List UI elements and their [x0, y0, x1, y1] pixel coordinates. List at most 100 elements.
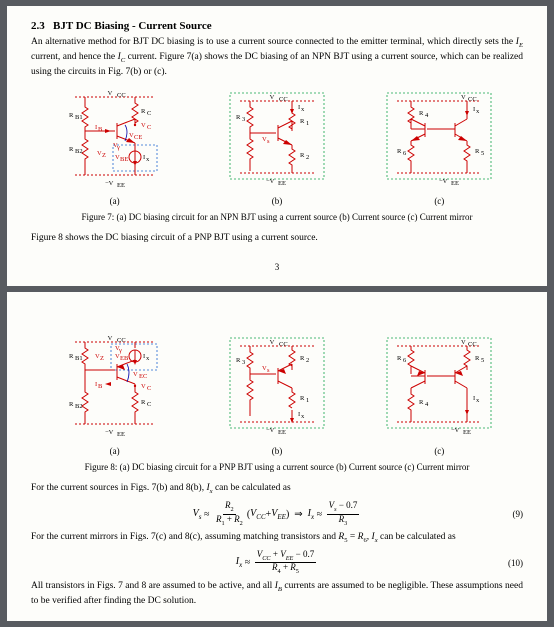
svg-text:2: 2 [306, 357, 309, 364]
svg-text:B: B [98, 383, 103, 390]
fig8a-label: (a) [55, 446, 175, 456]
svg-text:EE: EE [278, 429, 286, 436]
svg-text:I: I [143, 154, 145, 161]
svg-text:CC: CC [117, 337, 126, 344]
figure-8: VCC Ix VEB Vγ RB1 VZ [31, 334, 523, 456]
page-number: 3 [31, 262, 523, 272]
page-bottom: VCC Ix VEB Vγ RB1 VZ [7, 292, 547, 621]
svg-text:EC: EC [139, 373, 147, 380]
svg-text:V: V [461, 339, 466, 346]
svg-text:V: V [141, 122, 146, 129]
intro-paragraph: An alternative method for BJT DC biasing… [31, 36, 523, 79]
svg-text:C: C [147, 124, 151, 131]
svg-text:C: C [147, 385, 151, 392]
equation-9: Vs ≈ R2R1 + R2 (VCC + VEE) ⇒ Ix ≈ Vs − 0… [31, 501, 523, 527]
svg-text:R: R [141, 108, 146, 115]
svg-text:R: R [141, 399, 146, 406]
svg-text:CC: CC [279, 341, 288, 348]
fig8-caption: Figure 8: (a) DC biasing circuit for a P… [31, 462, 523, 472]
svg-text:I: I [95, 381, 97, 388]
svg-text:R: R [236, 357, 241, 364]
svg-text:CC: CC [279, 96, 288, 103]
svg-text:γ: γ [116, 144, 120, 151]
svg-text:CC: CC [117, 92, 126, 99]
svg-text:2: 2 [306, 154, 309, 161]
svg-text:R: R [69, 112, 74, 119]
svg-text:1: 1 [306, 120, 309, 127]
svg-text:V: V [107, 335, 112, 342]
svg-text:I: I [298, 104, 300, 111]
eq10-number: (10) [508, 558, 523, 568]
svg-text:x: x [301, 413, 305, 420]
svg-text:Z: Z [100, 355, 104, 362]
fig8b-label: (b) [222, 446, 332, 456]
svg-text:−V: −V [451, 427, 460, 434]
bridge-text: Figure 8 shows the DC biasing circuit of… [31, 232, 523, 245]
svg-text:6: 6 [403, 150, 407, 157]
svg-text:x: x [146, 156, 150, 163]
svg-text:V: V [107, 90, 112, 97]
svg-text:−V: −V [266, 178, 275, 185]
svg-text:C: C [147, 110, 151, 117]
svg-text:R: R [69, 146, 74, 153]
eq9-intro: For the current sources in Figs. 7(b) an… [31, 482, 523, 497]
svg-text:EE: EE [117, 182, 125, 189]
equation-10: Ix ≈ VCC + VEE − 0.7R4 + R5 (10) [31, 550, 523, 576]
svg-text:EE: EE [463, 429, 471, 436]
svg-text:EB: EB [120, 355, 129, 362]
svg-text:C: C [147, 401, 151, 408]
svg-text:EE: EE [278, 180, 286, 187]
fig8a-circuit: VCC Ix VEB Vγ RB1 VZ [55, 334, 175, 456]
svg-text:BE: BE [120, 156, 128, 163]
svg-text:B1: B1 [75, 355, 83, 362]
svg-text:R: R [300, 118, 305, 125]
svg-text:R: R [475, 355, 480, 362]
svg-text:5: 5 [481, 150, 484, 157]
svg-text:V: V [133, 371, 138, 378]
svg-text:I: I [298, 411, 300, 418]
svg-text:3: 3 [242, 116, 245, 123]
svg-text:−V: −V [266, 427, 275, 434]
fig8b-circuit: VCC R3 R2 Vs R1 Ix [222, 334, 332, 456]
svg-text:4: 4 [425, 401, 429, 408]
svg-text:B: B [98, 126, 103, 133]
eq9-number: (9) [513, 509, 524, 519]
svg-text:CC: CC [468, 96, 477, 103]
svg-text:x: x [476, 397, 480, 404]
svg-text:−V: −V [439, 178, 448, 185]
svg-text:1: 1 [306, 397, 309, 404]
fig7a-circuit: VCC RB1 RC IB VC [55, 89, 175, 206]
svg-text:R: R [300, 355, 305, 362]
svg-text:EE: EE [117, 431, 125, 438]
page-top: 2.3 BJT DC Biasing - Current Source An a… [7, 6, 547, 286]
svg-text:R: R [419, 110, 424, 117]
svg-text:x: x [476, 108, 480, 115]
figure-7: VCC RB1 RC IB VC [31, 89, 523, 206]
closing-paragraph: All transistors in Figs. 7 and 8 are ass… [31, 580, 523, 608]
svg-text:I: I [473, 395, 475, 402]
svg-text:V: V [270, 339, 275, 346]
svg-text:x: x [146, 355, 150, 362]
svg-text:R: R [69, 353, 74, 360]
svg-text:V: V [141, 383, 146, 390]
svg-text:V: V [270, 94, 275, 101]
svg-text:EE: EE [451, 180, 459, 187]
svg-text:I: I [143, 353, 145, 360]
fig8c-circuit: VCC R6 R5 [379, 334, 499, 456]
svg-text:4: 4 [425, 112, 429, 119]
svg-text:s: s [267, 367, 270, 374]
section-heading: 2.3 BJT DC Biasing - Current Source [31, 20, 523, 32]
fig7-caption: Figure 7: (a) DC biasing circuit for an … [31, 212, 523, 222]
svg-text:R: R [397, 148, 402, 155]
fig7c-circuit: VCC Ix R4 [379, 89, 499, 206]
svg-text:6: 6 [403, 357, 407, 364]
svg-text:R: R [419, 399, 424, 406]
svg-text:R: R [300, 395, 305, 402]
fig7b-circuit: VCC Ix R1 R3 Vs [222, 89, 332, 206]
fig7a-label: (a) [55, 196, 175, 206]
svg-text:3: 3 [242, 359, 245, 366]
svg-text:B1: B1 [75, 114, 83, 121]
svg-text:R: R [397, 355, 402, 362]
fig7b-label: (b) [222, 196, 332, 206]
svg-text:B2: B2 [75, 148, 83, 155]
